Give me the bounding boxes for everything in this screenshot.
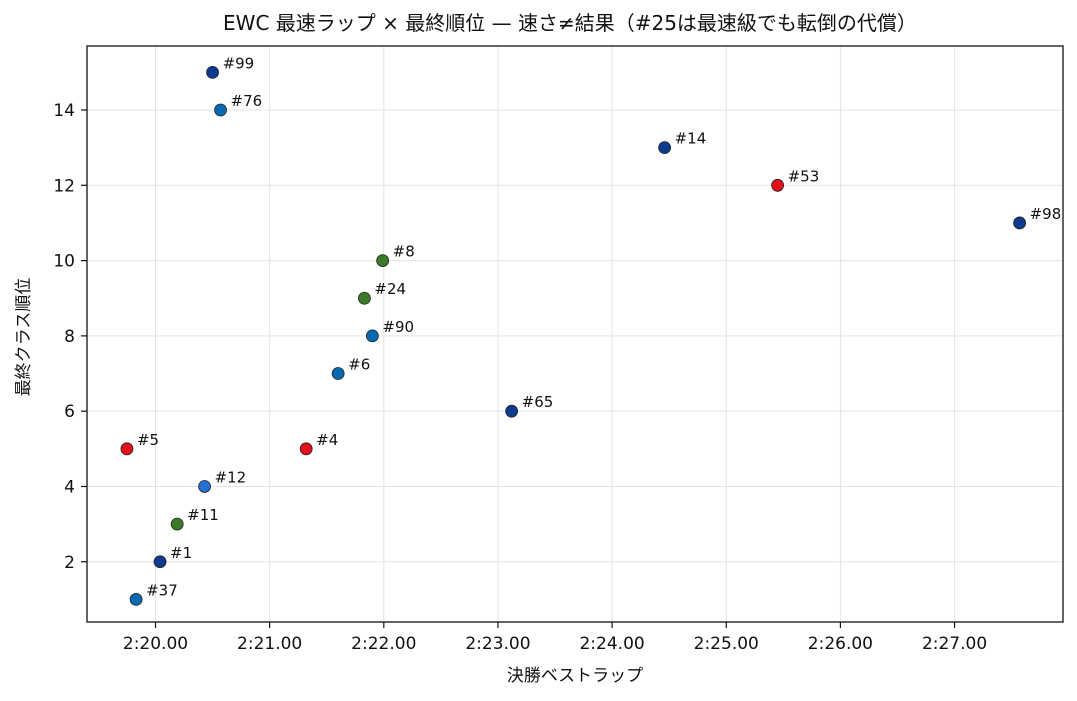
- y-tick-label: 14: [53, 101, 75, 121]
- y-tick-label: 8: [64, 327, 75, 347]
- data-point-label: #12: [215, 468, 247, 486]
- data-point-label: #99: [223, 54, 255, 72]
- x-tick-label: 2:24.00: [579, 634, 644, 654]
- data-point: [120, 442, 134, 456]
- data-point-label: #24: [374, 280, 406, 298]
- y-tick-label: 6: [64, 402, 75, 422]
- data-point: [365, 329, 379, 343]
- data-points: [120, 65, 1027, 606]
- chart-title: EWC 最速ラップ × 最終順位 — 速さ≠結果（#25は最速級でも転倒の代償）: [223, 11, 917, 35]
- data-point: [357, 291, 371, 305]
- data-point: [1013, 216, 1027, 230]
- data-point-label: #98: [1030, 205, 1062, 223]
- x-tick-label: 2:25.00: [694, 634, 759, 654]
- data-point-label: #37: [146, 581, 178, 599]
- x-tick-label: 2:26.00: [808, 634, 873, 654]
- data-point: [505, 404, 519, 418]
- data-point-label: #6: [348, 356, 370, 374]
- data-point: [771, 178, 785, 192]
- data-point-label: #5: [137, 431, 159, 449]
- point-labels: #37 #1 #11 #12 #5 #4 #65 #6 #90 #24 #8 #98 #53 #14 #76…: [137, 54, 1061, 599]
- data-point: [331, 367, 345, 380]
- y-tick-label: 12: [53, 176, 75, 196]
- x-tick-label: 2:22.00: [351, 634, 416, 654]
- data-point: [658, 141, 672, 155]
- data-point-label: #90: [382, 318, 414, 336]
- grid-lines: [87, 46, 1063, 622]
- data-point-label: #1: [170, 544, 192, 562]
- x-axis-ticks: 2:20.00 2:21.00 2:22.00 2:23.00 2:24.00 2:25.…: [123, 622, 987, 654]
- data-point-label: #4: [316, 431, 338, 449]
- data-point: [214, 103, 227, 117]
- y-tick-label: 10: [53, 252, 75, 272]
- data-point: [170, 517, 184, 531]
- data-point-label: #8: [393, 243, 415, 261]
- data-point: [206, 65, 219, 79]
- x-tick-label: 2:20.00: [123, 634, 188, 654]
- x-axis-label: 決勝ベストラップ: [507, 666, 643, 686]
- y-axis-label: 最終クラス順位: [14, 278, 34, 397]
- data-point: [153, 555, 167, 569]
- data-point-label: #14: [675, 130, 707, 148]
- x-tick-label: 2:21.00: [237, 634, 302, 654]
- data-point-label: #53: [788, 167, 820, 185]
- y-tick-label: 2: [64, 553, 75, 573]
- plot-frame: [86, 45, 1064, 623]
- data-point: [376, 254, 390, 267]
- data-point: [198, 480, 211, 493]
- y-axis-ticks: 2 4 6 8 10 12 14: [53, 101, 87, 573]
- data-point: [299, 442, 313, 456]
- data-point: [129, 593, 143, 606]
- y-tick-label: 4: [64, 477, 75, 497]
- x-tick-label: 2:27.00: [922, 634, 987, 654]
- x-tick-label: 2:23.00: [465, 634, 530, 654]
- data-point-label: #76: [231, 92, 263, 110]
- data-point-label: #65: [522, 393, 554, 411]
- data-point-label: #11: [187, 506, 219, 524]
